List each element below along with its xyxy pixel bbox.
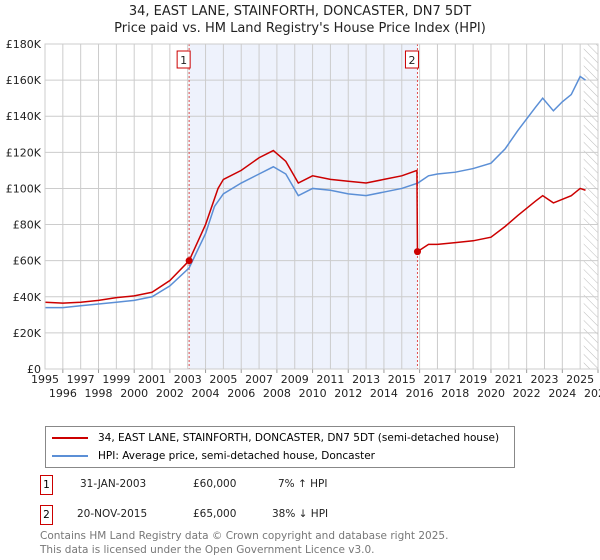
x-tick-label: 2013 xyxy=(352,373,380,386)
y-tick-label: £60K xyxy=(13,255,42,268)
x-tick-label: 2009 xyxy=(281,373,309,386)
legend: 34, EAST LANE, STAINFORTH, DONCASTER, DN… xyxy=(45,426,515,468)
property-price-line xyxy=(44,149,586,304)
y-tick-label: £180K xyxy=(6,38,42,51)
x-tick-label: 2020 xyxy=(477,387,505,400)
x-tick-label: 2004 xyxy=(192,387,220,400)
x-tick-label: 2025 xyxy=(566,373,594,386)
chart-title: 34, EAST LANE, STAINFORTH, DONCASTER, DN… xyxy=(128,4,472,19)
footer-licence: This data is licensed under the Open Gov… xyxy=(40,544,375,556)
x-tick-label: 2015 xyxy=(388,373,416,386)
y-tick-label: £80K xyxy=(13,219,42,232)
x-tick-label: 2002 xyxy=(156,387,184,400)
plot-area: 1995199619971998199920002001200220032004… xyxy=(6,38,600,400)
sale-price: £65,000 xyxy=(193,508,237,520)
x-tick-label: 2022 xyxy=(513,387,541,400)
sale-hpi: 7% ↑ HPI xyxy=(278,478,328,490)
sale-price: £60,000 xyxy=(193,478,237,490)
x-tick-label: 2001 xyxy=(138,373,166,386)
sale-marker-1: 1 xyxy=(40,475,53,495)
legend-swatch-property xyxy=(52,437,88,439)
chart-subtitle: Price paid vs. HM Land Registry's House … xyxy=(114,21,486,36)
sale-label-1: 1 xyxy=(180,54,187,67)
plot-border xyxy=(44,43,599,370)
sale-date: 31-JAN-2003 xyxy=(80,478,147,490)
x-tick-label: 2024 xyxy=(548,387,576,400)
sale-label-box-1 xyxy=(176,50,191,69)
x-tick-label: 2000 xyxy=(120,387,148,400)
sale-date: 20-NOV-2015 xyxy=(77,508,148,520)
y-tick-label: £160K xyxy=(6,74,42,87)
sale-label-box-2 xyxy=(404,50,419,69)
legend-label-hpi: HPI: Average price, semi-detached house,… xyxy=(98,450,375,462)
x-tick-label: 2021 xyxy=(495,373,523,386)
sale-point-1 xyxy=(185,257,193,265)
legend-swatch-hpi xyxy=(52,455,88,457)
forecast-hatch xyxy=(583,44,598,369)
x-tick-label: 2003 xyxy=(174,373,202,386)
x-tick-label: 2010 xyxy=(299,387,327,400)
x-tick-label: 2017 xyxy=(423,373,451,386)
legend-label-property: 34, EAST LANE, STAINFORTH, DONCASTER, DN… xyxy=(98,432,500,444)
x-tick-label: 2012 xyxy=(334,387,362,400)
x-tick-label: 2019 xyxy=(459,373,487,386)
footer-copyright: Contains HM Land Registry data © Crown c… xyxy=(40,530,449,542)
x-tick-label: 2011 xyxy=(316,373,344,386)
sale-marker-2: 2 xyxy=(40,505,53,525)
sale-label-2: 2 xyxy=(408,54,415,67)
x-tick-label: 2006 xyxy=(227,387,255,400)
y-tick-label: £20K xyxy=(13,327,42,340)
x-tick-label: 1995 xyxy=(31,373,59,386)
y-tick-label: £40K xyxy=(13,291,42,304)
x-tick-label: 2008 xyxy=(263,387,291,400)
hpi-line xyxy=(45,75,586,309)
x-tick-label: 2026 xyxy=(584,387,600,400)
x-tick-label: 2018 xyxy=(441,387,469,400)
x-tick-label: 2007 xyxy=(245,373,273,386)
x-tick-label: 2023 xyxy=(530,373,558,386)
sale-hpi: 38% ↓ HPI xyxy=(272,508,329,520)
x-tick-label: 1998 xyxy=(85,387,113,400)
x-tick-label: 2005 xyxy=(209,373,237,386)
x-tick-label: 1997 xyxy=(67,373,95,386)
y-tick-label: £100K xyxy=(6,182,42,195)
sale-point-2 xyxy=(413,248,421,256)
x-tick-label: 2016 xyxy=(406,387,434,400)
y-tick-label: £140K xyxy=(6,110,42,123)
sale-period-shade xyxy=(189,44,418,369)
y-tick-label: £120K xyxy=(6,146,42,159)
x-tick-label: 1999 xyxy=(102,373,130,386)
y-tick-label: £0 xyxy=(27,363,41,376)
x-tick-label: 1996 xyxy=(49,387,77,400)
x-tick-label: 2014 xyxy=(370,387,398,400)
